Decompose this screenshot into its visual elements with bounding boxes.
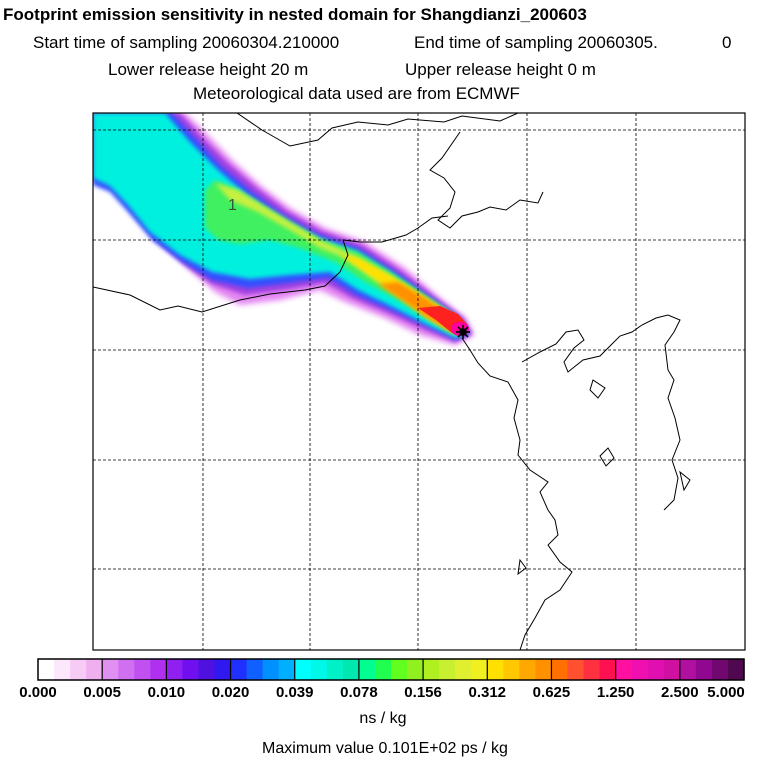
lower-release-height-label: Lower release height 20 m (108, 60, 309, 79)
colorbar-cell (599, 659, 617, 680)
colorbar-cell (423, 659, 440, 680)
meteorological-data-label: Meteorological data used are from ECMWF (193, 84, 520, 103)
end-time-suffix: 0 (722, 33, 732, 52)
colorbar-cell (679, 659, 697, 680)
colorbar-cell (439, 659, 456, 680)
colorbar-tick-label: 0.039 (275, 684, 314, 701)
colorbar-cell (294, 659, 312, 680)
colorbar-cell (54, 659, 71, 680)
colorbar-cell (262, 659, 280, 680)
coast-islet (599, 447, 615, 467)
maximum-value-label: Maximum value 0.101E+02 ps / kg (262, 740, 508, 757)
contour-label: 1 (228, 197, 237, 214)
colorbar-cell (711, 659, 729, 680)
colorbar-tick-label: 2.500 (661, 684, 699, 701)
coastline-east (429, 131, 544, 229)
colorbar-cell (182, 659, 200, 680)
colorbar-cell (38, 659, 55, 680)
coast-korea (521, 314, 681, 511)
colorbar-tick-label: 0.625 (532, 684, 571, 701)
colorbar-cell (102, 659, 119, 680)
upper-release-height-label: Upper release height 0 m (405, 60, 596, 79)
colorbar-cell (118, 659, 135, 680)
colorbar-tick-label: 0.010 (147, 684, 186, 701)
colorbar-cell (535, 659, 553, 680)
colorbar-cell (391, 659, 408, 680)
colorbar-cell (150, 659, 167, 680)
border-line (93, 215, 449, 313)
colorbar-cell (342, 659, 360, 680)
colorbar-cell (278, 659, 296, 680)
colorbar-cell (647, 659, 665, 680)
page-title: Footprint emission sensitivity in nested… (3, 5, 587, 24)
colorbar-tick-label: 0.020 (211, 684, 250, 701)
colorbar-tick-label: 0.078 (340, 684, 378, 701)
colorbar-cell (503, 659, 520, 680)
colorbar-cell (214, 659, 232, 680)
colorbar-cell (615, 659, 633, 680)
colorbar-cell (166, 659, 184, 680)
coastline-north (236, 113, 519, 147)
colorbar-tick-label: 0.005 (83, 684, 121, 701)
colorbar-cell (487, 659, 504, 680)
coast-islet-3 (679, 470, 691, 492)
colorbar-cell (583, 659, 601, 680)
end-time-label: End time of sampling 20060305. (414, 33, 658, 52)
plume-layer (93, 113, 474, 345)
colorbar-cell (663, 659, 681, 680)
colorbar-tick-label: 0.156 (404, 684, 442, 701)
colorbar-cell (631, 659, 649, 680)
colorbar-tick-label: 5.000 (707, 684, 745, 701)
colorbar-frame (37, 658, 745, 681)
colorbar-cell (358, 659, 376, 680)
footprint-map: 1 (92, 112, 746, 651)
coast-islands (589, 379, 606, 399)
colorbar-tick-label: 0.312 (468, 684, 507, 701)
coast-islet-2 (517, 558, 527, 576)
colorbar-cell (86, 659, 103, 680)
colorbar-tick-label: 0.000 (19, 684, 57, 701)
start-time-label: Start time of sampling 20060304.210000 (33, 33, 340, 52)
colorbar-cell (471, 659, 488, 680)
colorbar-cell (551, 659, 569, 680)
colorbar-cell (326, 659, 344, 680)
colorbar-cell (695, 659, 713, 680)
colorbar-cell (230, 659, 248, 680)
star-icon (456, 325, 470, 339)
colorbar-cell (519, 659, 537, 680)
map-frame (92, 112, 746, 651)
colorbar-cell (567, 659, 585, 680)
colorbar-cell (374, 659, 392, 680)
colorbar-cell (727, 659, 745, 680)
colorbar-cell (455, 659, 472, 680)
colorbar-cell (134, 659, 151, 680)
colorbar-unit: ns / kg (359, 710, 407, 727)
colorbar-cell (70, 659, 87, 680)
colorbar-tick-label: 1.250 (596, 684, 635, 701)
coastlines (93, 113, 691, 650)
colorbar-cell (407, 659, 424, 680)
colorbar-cell (310, 659, 328, 680)
coast-south (461, 337, 573, 650)
colorbar-cell (198, 659, 216, 680)
graticule (93, 113, 745, 650)
colorbar-cell (246, 659, 264, 680)
